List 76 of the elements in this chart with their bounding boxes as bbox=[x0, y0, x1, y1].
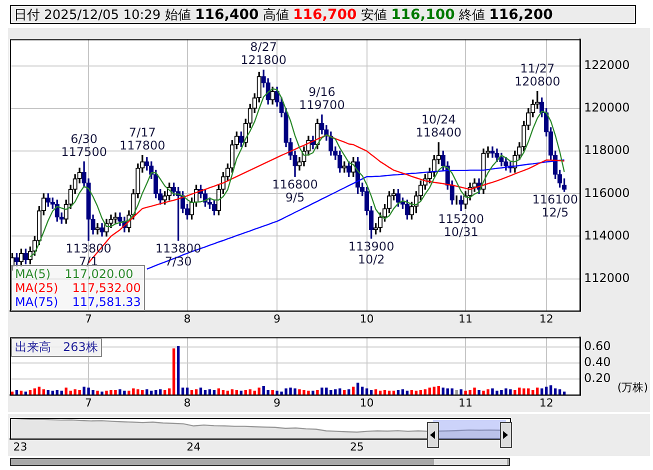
bar bbox=[146, 389, 148, 395]
bar bbox=[96, 390, 99, 395]
bar bbox=[159, 389, 162, 395]
bar bbox=[194, 389, 198, 395]
annotation: 117,532.00 bbox=[72, 280, 141, 295]
series-label: MA(5) bbox=[15, 266, 51, 281]
x-tick-label: 8 bbox=[184, 312, 191, 326]
text: MA(75) bbox=[15, 294, 58, 309]
annotation: 113900 10/2 bbox=[348, 240, 394, 266]
bar bbox=[424, 389, 427, 395]
x-tick-label: 10 bbox=[360, 396, 374, 410]
y-tick-label: 112000 bbox=[584, 270, 630, 285]
bar bbox=[442, 388, 444, 395]
y-tick-label: 0.40 bbox=[584, 354, 611, 369]
y-tick-label: 114000 bbox=[584, 228, 630, 242]
bar bbox=[316, 390, 319, 395]
x-tick-label: 8 bbox=[184, 396, 191, 410]
annotation: 9/16 119700 bbox=[299, 84, 345, 112]
annotation: 10/24 118400 bbox=[416, 112, 462, 140]
annotation: 113800 7/30 bbox=[155, 242, 202, 269]
bar bbox=[181, 388, 184, 395]
x-tick-label: 10 bbox=[360, 312, 374, 326]
bar bbox=[558, 389, 562, 395]
y-tick-label: 116000 bbox=[584, 186, 630, 200]
candlestick bbox=[490, 146, 495, 158]
bar bbox=[549, 385, 552, 395]
x-tick-label: 12 bbox=[539, 312, 554, 326]
bar bbox=[42, 389, 46, 395]
x-tick-label: 11 bbox=[458, 396, 473, 410]
x-tick-label: 7 bbox=[85, 396, 92, 410]
annotation: 6/30 117500 bbox=[61, 132, 107, 159]
bar bbox=[176, 346, 180, 395]
bar bbox=[258, 388, 260, 395]
x-tick-label: 9 bbox=[274, 312, 281, 326]
bar bbox=[271, 390, 274, 395]
bar bbox=[450, 388, 454, 395]
annotation: 117,581.33 bbox=[72, 294, 141, 309]
bar bbox=[172, 348, 176, 395]
bar bbox=[248, 389, 252, 395]
x-tick-label: 24 bbox=[186, 440, 201, 454]
annotation: 117,020.00 bbox=[64, 266, 134, 281]
x-tick-label: 9 bbox=[274, 396, 281, 410]
bar bbox=[455, 390, 458, 395]
annotation: 116100 12/5 bbox=[532, 192, 578, 220]
x-tick-label: 25 bbox=[350, 440, 364, 454]
chart-title: 出来高 263株 bbox=[11, 338, 102, 358]
x-tick-label: 23 bbox=[13, 440, 28, 454]
y-tick-label: 120000 bbox=[584, 100, 630, 115]
bar bbox=[348, 389, 350, 395]
y-axis-title: (万株) bbox=[617, 381, 648, 394]
bar bbox=[428, 388, 431, 395]
y-tick-label: 118000 bbox=[584, 143, 630, 158]
bar bbox=[312, 390, 314, 395]
annotation: 115200 10/31 bbox=[438, 212, 484, 239]
bar bbox=[460, 389, 462, 395]
bar bbox=[374, 389, 378, 395]
bar bbox=[199, 388, 202, 395]
x-tick-label: 7 bbox=[85, 312, 92, 326]
bar bbox=[230, 389, 234, 395]
annotation: 8/27 121800 bbox=[240, 40, 286, 68]
annotation: 7/17 117800 bbox=[119, 125, 166, 152]
bar bbox=[401, 389, 404, 395]
bar bbox=[100, 392, 104, 395]
bar bbox=[478, 390, 480, 395]
text: MA(25) bbox=[15, 280, 58, 295]
annotation: 116800 9/5 bbox=[272, 178, 318, 205]
x-tick-label: 11 bbox=[458, 312, 473, 326]
y-tick-label: 122000 bbox=[584, 58, 630, 72]
chart-title: 日付 2025/12/05 10:29 始値 116,400 高値 116,700 安値 116,100 終値 116,200 bbox=[14, 7, 553, 23]
x-tick-label: 12 bbox=[539, 396, 554, 410]
bar bbox=[186, 388, 189, 395]
bar bbox=[208, 389, 212, 395]
y-tick-label: 0.60 bbox=[584, 338, 611, 353]
y-tick-label: 0.20 bbox=[584, 370, 611, 385]
annotation: 11/27 120800 bbox=[514, 62, 560, 89]
bar bbox=[536, 388, 539, 395]
